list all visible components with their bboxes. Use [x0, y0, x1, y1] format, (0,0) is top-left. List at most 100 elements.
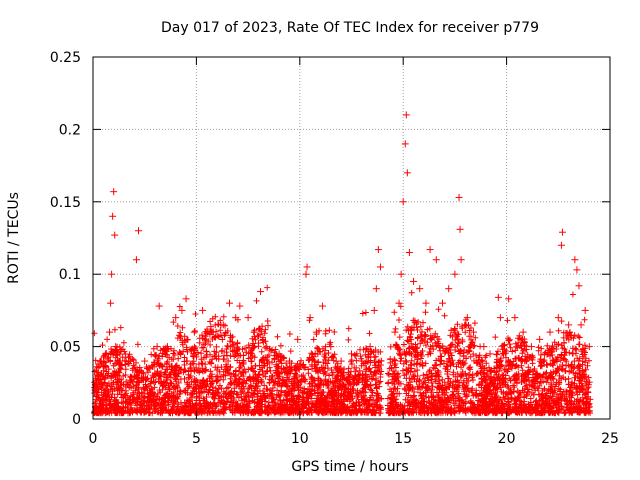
- data-point: [581, 306, 589, 314]
- data-point: [470, 328, 478, 336]
- y-axis-label: ROTI / TECUs: [6, 192, 22, 284]
- data-point: [225, 299, 233, 307]
- data-point: [565, 321, 573, 329]
- data-point: [402, 111, 410, 119]
- x-tick-label: 5: [192, 431, 201, 447]
- data-point: [358, 357, 366, 365]
- data-point: [257, 288, 265, 296]
- data-point: [527, 343, 535, 351]
- data-point: [306, 314, 314, 322]
- data-point: [199, 306, 207, 314]
- x-tick-labels: 0 5 10 15 20 25: [89, 431, 619, 447]
- data-point: [536, 335, 544, 343]
- data-point: [573, 266, 581, 274]
- data-point: [457, 256, 465, 264]
- data-point: [109, 212, 117, 220]
- data-point: [370, 306, 378, 314]
- data-point: [163, 343, 171, 351]
- data-point: [395, 299, 403, 307]
- y-tick-label: 0.2: [59, 122, 81, 138]
- data-point: [327, 343, 335, 351]
- data-point: [106, 328, 114, 336]
- y-tick-labels: 0 0.05 0.1 0.15 0.2 0.25: [50, 50, 81, 428]
- data-point: [219, 321, 227, 329]
- data-point: [480, 343, 488, 351]
- data-point: [108, 270, 116, 278]
- data-point: [494, 293, 502, 301]
- y-tick-label: 0.1: [59, 267, 81, 283]
- data-point: [496, 314, 504, 322]
- data-point: [94, 372, 102, 380]
- data-point: [302, 270, 310, 278]
- data-point: [519, 328, 527, 336]
- data-point: [132, 256, 140, 264]
- y-tick-label: 0.05: [50, 340, 81, 356]
- data-point: [236, 302, 244, 310]
- data-point: [374, 246, 382, 254]
- data-point: [577, 321, 585, 329]
- data-point: [172, 314, 180, 322]
- dense-scatter-band: [91, 284, 594, 417]
- data-point: [122, 357, 130, 365]
- data-point: [422, 299, 430, 307]
- data-point: [110, 188, 118, 196]
- data-point: [275, 350, 283, 358]
- data-point: [557, 241, 565, 249]
- data-point: [97, 357, 105, 365]
- data-point: [451, 270, 459, 278]
- data-point: [405, 248, 413, 256]
- data-point: [438, 299, 446, 307]
- data-point: [101, 350, 109, 358]
- data-point: [312, 328, 320, 336]
- data-point: [250, 328, 258, 336]
- data-point: [575, 282, 583, 290]
- data-point: [391, 328, 399, 336]
- data-point: [372, 285, 380, 293]
- data-point: [182, 295, 190, 303]
- data-point: [397, 270, 405, 278]
- x-tick-label: 25: [601, 431, 619, 447]
- y-tick-label: 0.25: [50, 50, 81, 66]
- data-point: [141, 357, 149, 365]
- data-point: [134, 227, 142, 235]
- data-point: [399, 198, 407, 206]
- y-tick-label: 0.15: [50, 195, 81, 211]
- data-point: [456, 225, 464, 233]
- data-point: [511, 314, 519, 322]
- data-point: [337, 357, 345, 365]
- x-tick-label: 10: [291, 431, 309, 447]
- x-tick-label: 0: [89, 431, 98, 447]
- dense-marker-cloud: [91, 284, 594, 417]
- grid: [93, 57, 610, 419]
- data-point: [455, 193, 463, 201]
- data-point: [112, 343, 120, 351]
- data-point: [294, 335, 302, 343]
- data-point: [432, 256, 440, 264]
- x-tick-label: 20: [498, 431, 516, 447]
- x-tick-label: 15: [394, 431, 412, 447]
- y-tick-label: 0: [72, 412, 81, 428]
- data-point: [319, 302, 327, 310]
- chart-title: Day 017 of 2023, Rate Of TEC Index for r…: [161, 20, 539, 36]
- data-point: [190, 328, 198, 336]
- data-point: [366, 343, 374, 351]
- data-point: [416, 285, 424, 293]
- data-point: [546, 328, 554, 336]
- x-axis-label: GPS time / hours: [291, 459, 408, 475]
- data-point: [107, 299, 115, 307]
- data-point: [263, 343, 271, 351]
- data-point: [403, 169, 411, 177]
- data-point: [153, 343, 161, 351]
- data-point: [244, 314, 252, 322]
- data-point: [209, 328, 217, 336]
- data-points: [91, 111, 593, 394]
- data-point: [348, 350, 355, 358]
- data-point: [505, 295, 513, 303]
- data-point: [285, 357, 293, 365]
- data-point: [178, 306, 186, 314]
- data-point: [463, 314, 471, 322]
- data-point: [571, 256, 579, 264]
- data-point: [426, 246, 434, 254]
- data-point: [401, 140, 409, 148]
